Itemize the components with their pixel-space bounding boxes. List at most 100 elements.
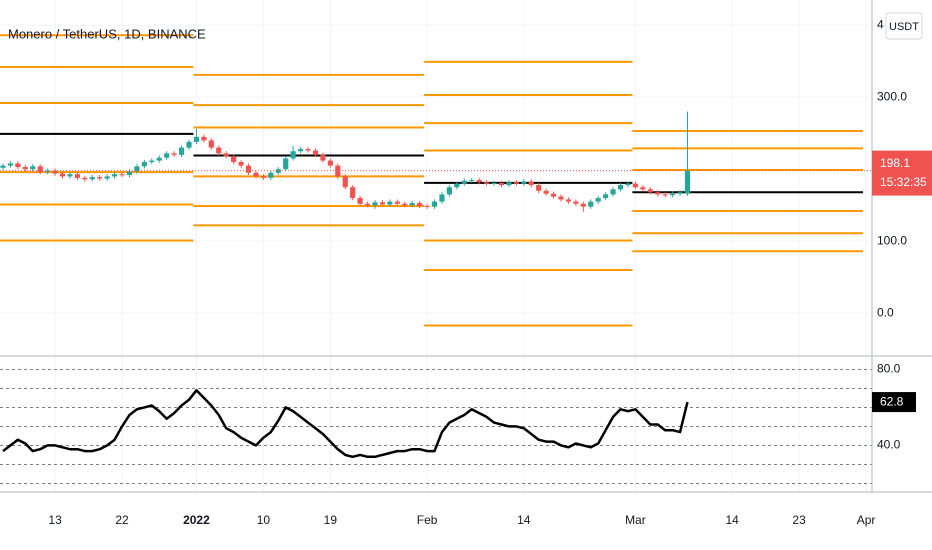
candle-body (171, 153, 177, 155)
candle-body (238, 162, 244, 166)
candle-body (655, 192, 661, 195)
candle-body (439, 194, 445, 202)
candle-body (30, 166, 36, 170)
candle-body (558, 196, 564, 200)
candle-body (394, 201, 400, 204)
candle-body (134, 166, 140, 172)
candle-body (104, 176, 110, 179)
candle-body (290, 151, 296, 159)
candle-body (357, 198, 363, 204)
rsi-line (2, 389, 689, 459)
labels: 13 22 2022 10 19 Feb 14 Mar 14 23 Apr 0.0 100.0 300.0… (48, 17, 932, 527)
candle-body (528, 181, 534, 186)
candle-body (216, 147, 222, 154)
candle-body (231, 156, 237, 163)
candle-body (260, 176, 266, 178)
candle-body (253, 172, 259, 177)
last-price-label: 198.1 (880, 156, 910, 170)
chart-title: Monero / TetherUS, 1D, BINANCE (8, 26, 206, 41)
candle-body (521, 181, 527, 184)
candle-body (201, 136, 207, 141)
candle-body (52, 170, 58, 174)
candle-body (320, 154, 326, 161)
candle-body (431, 201, 438, 207)
candle-body (275, 169, 281, 173)
candle-body (0, 165, 6, 168)
candle-body (97, 177, 103, 179)
candle-body (484, 182, 490, 184)
candle-body (625, 183, 631, 186)
candle-body (498, 182, 505, 186)
y-tick-label: 100.0 (877, 233, 907, 247)
last-price-box (872, 150, 932, 196)
candle-body (573, 201, 579, 204)
candle-body (364, 203, 371, 206)
candle-body (684, 170, 691, 194)
y-tick-label: 4 (877, 17, 884, 31)
candle-body (402, 203, 408, 206)
candle-body (543, 190, 549, 194)
candle-body (164, 153, 170, 158)
x-tick-label: 22 (115, 513, 129, 527)
x-tick-label: 19 (324, 513, 338, 527)
candle-body (7, 163, 14, 166)
candle-body (536, 185, 542, 191)
candle-body (476, 180, 482, 183)
x-tick-label: Mar (625, 513, 646, 527)
candle-body (223, 153, 229, 157)
candle-body (617, 185, 624, 190)
candle-body (37, 166, 43, 173)
candle-body (112, 174, 118, 177)
candle-body (186, 141, 192, 148)
x-tick-label: 23 (792, 513, 806, 527)
candle-body (662, 194, 668, 196)
candle-body (312, 150, 319, 155)
candle-body (45, 170, 51, 173)
x-tick-label: 13 (48, 513, 62, 527)
rsi-tick-label: 40.0 (877, 438, 901, 452)
candle-body (74, 174, 80, 178)
y-tick-label: 300.0 (877, 89, 907, 103)
candle-body (22, 167, 28, 170)
candle-body (193, 136, 200, 142)
candle-body (640, 187, 646, 190)
candle-body (379, 202, 386, 205)
candle-body (208, 140, 214, 148)
candle-body (513, 182, 519, 184)
currency-label[interactable]: USDT (889, 21, 919, 33)
x-tick-label: 10 (257, 513, 271, 527)
candle-body (588, 201, 594, 207)
candle-body (595, 198, 601, 202)
marks (0, 34, 872, 459)
x-tick-label: Feb (417, 513, 438, 527)
candle-body (565, 199, 572, 202)
x-tick-label: 2022 (183, 513, 210, 527)
candle-body (327, 160, 333, 166)
candle-body (89, 177, 95, 180)
x-tick-label: Apr (857, 513, 876, 527)
candle-body (59, 173, 66, 177)
currency-button[interactable] (885, 12, 923, 40)
candle-body (342, 176, 348, 188)
candle-body (305, 149, 311, 151)
candle-body (67, 174, 73, 177)
candle-body (119, 174, 125, 176)
candle-body (469, 180, 475, 182)
candle-body (454, 183, 460, 188)
candle-body (603, 194, 609, 199)
candle-body (82, 177, 88, 180)
countdown-label: 15:32:35 (880, 175, 927, 189)
rsi-tick-label: 80.0 (877, 362, 901, 376)
candle-body (178, 147, 185, 155)
candle-body (149, 160, 155, 163)
rsi-value-box (872, 392, 916, 413)
rsi-value-label: 62.8 (880, 394, 904, 408)
candle-body (298, 149, 304, 152)
candle-body (335, 165, 341, 177)
candle-body (446, 187, 452, 195)
x-tick-label: 14 (517, 513, 531, 527)
candle-body (610, 189, 616, 195)
candle-body (580, 203, 586, 207)
candle-body (506, 182, 512, 186)
